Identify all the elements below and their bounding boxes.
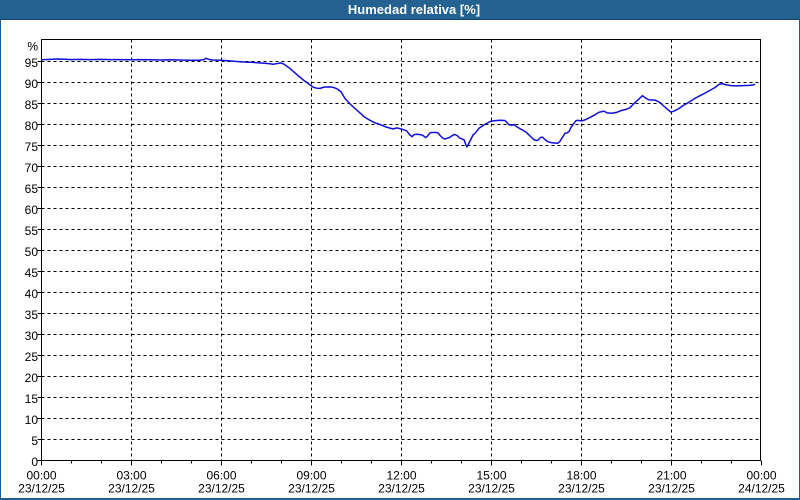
svg-text:80: 80 (25, 119, 39, 133)
svg-text:23/12/25: 23/12/25 (18, 482, 65, 496)
svg-text:55: 55 (25, 224, 39, 238)
svg-text:65: 65 (25, 182, 39, 196)
svg-text:00:00: 00:00 (746, 469, 776, 483)
svg-text:15: 15 (25, 392, 39, 406)
svg-text:70: 70 (25, 161, 39, 175)
svg-text:23/12/25: 23/12/25 (198, 482, 245, 496)
svg-text:35: 35 (25, 308, 39, 322)
svg-text:20: 20 (25, 371, 39, 385)
svg-text:23/12/25: 23/12/25 (648, 482, 695, 496)
svg-text:25: 25 (25, 350, 39, 364)
svg-text:5: 5 (31, 434, 38, 448)
svg-text:03:00: 03:00 (116, 469, 146, 483)
svg-text:40: 40 (25, 287, 39, 301)
svg-text:21:00: 21:00 (656, 469, 686, 483)
svg-text:06:00: 06:00 (206, 469, 236, 483)
svg-text:60: 60 (25, 203, 39, 217)
svg-text:24/12/25: 24/12/25 (738, 482, 785, 496)
svg-text:75: 75 (25, 140, 39, 154)
svg-text:45: 45 (25, 266, 39, 280)
svg-text:10: 10 (25, 413, 39, 427)
svg-text:12:00: 12:00 (386, 469, 416, 483)
svg-text:23/12/25: 23/12/25 (558, 482, 605, 496)
svg-text:85: 85 (25, 98, 39, 112)
svg-text:90: 90 (25, 77, 39, 91)
svg-text:30: 30 (25, 329, 39, 343)
svg-text:15:00: 15:00 (476, 469, 506, 483)
svg-text:09:00: 09:00 (296, 469, 326, 483)
svg-text:50: 50 (25, 245, 39, 259)
svg-text:18:00: 18:00 (566, 469, 596, 483)
svg-text:23/12/25: 23/12/25 (468, 482, 515, 496)
svg-text:00:00: 00:00 (26, 469, 56, 483)
svg-text:23/12/25: 23/12/25 (288, 482, 335, 496)
svg-text:0: 0 (31, 455, 38, 469)
svg-text:23/12/25: 23/12/25 (108, 482, 155, 496)
svg-text:95: 95 (25, 56, 39, 70)
svg-text:%: % (27, 40, 38, 54)
svg-text:23/12/25: 23/12/25 (378, 482, 425, 496)
